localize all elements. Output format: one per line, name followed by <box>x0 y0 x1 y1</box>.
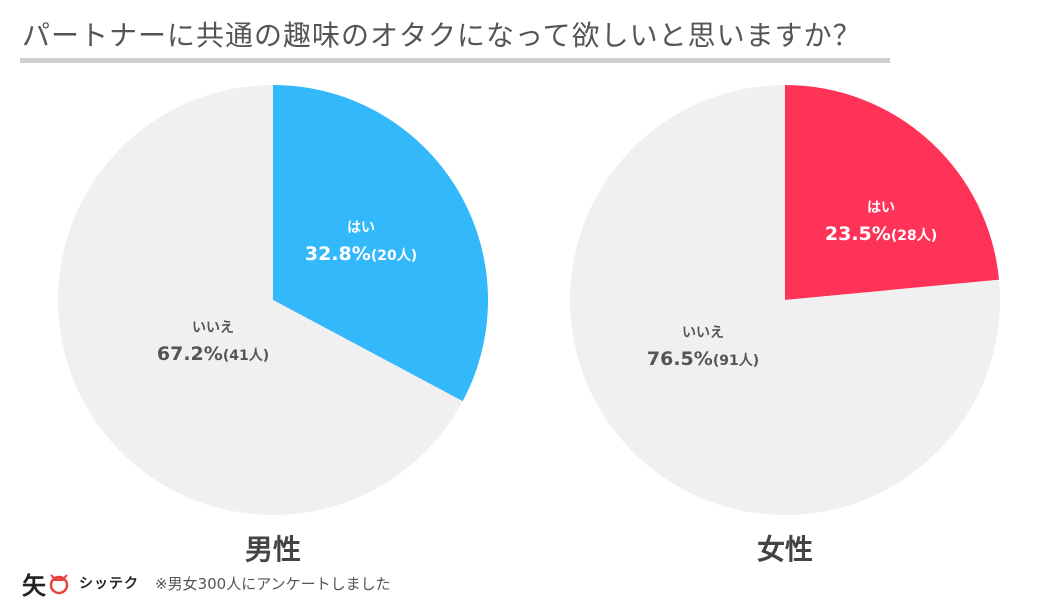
female-chart-label: 女性 <box>756 533 813 566</box>
logo-character: 矢 <box>22 571 46 600</box>
female-slice-no-value: 76.5%(91人) <box>647 348 759 370</box>
female-slice-no <box>570 85 1000 515</box>
male-slice-no-label: いいえ <box>192 320 234 336</box>
female-slice-yes-label: はい <box>867 200 895 216</box>
male-slice-yes-label: はい <box>347 220 375 236</box>
male-chart-label: 男性 <box>244 533 301 566</box>
female-slice-no-label: いいえ <box>682 325 724 341</box>
female-slice-yes-value: 23.5%(28人) <box>825 223 937 245</box>
male-slice-yes <box>273 85 489 402</box>
chart-title: パートナーに共通の趣味のオタクになって欲しいと思いますか？ <box>22 19 862 52</box>
footer: 矢 シッテク ※男女300人にアンケートしました <box>22 568 391 600</box>
female-slice-yes <box>785 85 1000 300</box>
male-slice-yes-value: 32.8%(20人) <box>305 243 417 265</box>
male-slice-no <box>58 85 463 515</box>
logo-text: シッテク <box>79 576 139 592</box>
title-underline <box>20 58 890 63</box>
male-slice-no-value: 67.2%(41人) <box>157 343 269 365</box>
logo-face-icon <box>49 574 69 595</box>
survey-footnote: ※男女300人にアンケートしました <box>155 574 391 593</box>
